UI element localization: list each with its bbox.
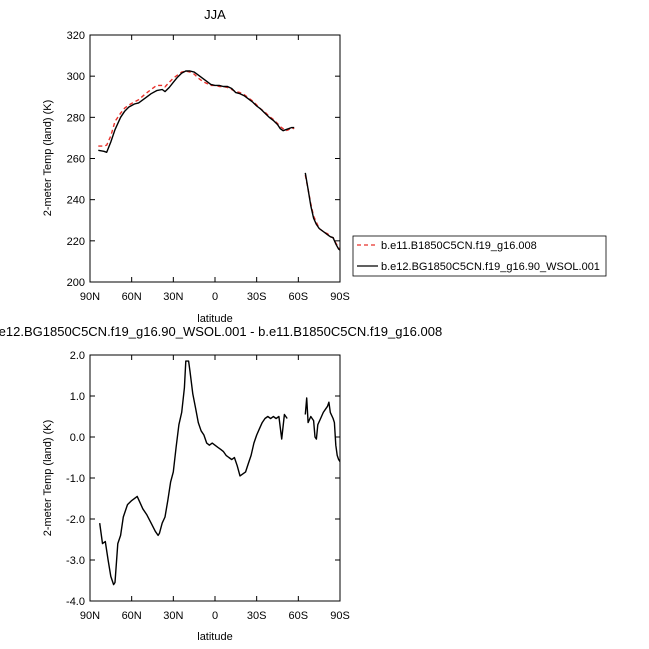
- bottom-chart-title: b.e12.BG1850C5CN.f19_g16.90_WSOL.001 - b…: [0, 324, 442, 339]
- top-x-tick-label: 90N: [80, 291, 100, 303]
- bottom-series-1-line: [304, 397, 341, 462]
- legend-label-series-1: b.e11.B1850C5CN.f19_g16.008: [381, 240, 537, 252]
- bottom-y-tick-label: -2.0: [66, 514, 85, 526]
- top-x-tick-label: 60S: [289, 291, 309, 303]
- bottom-y-axis-label: 2-meter Temp (land) (K): [42, 420, 54, 537]
- top-y-tick-label: 220: [67, 236, 85, 248]
- top-y-tick-label: 280: [67, 112, 85, 124]
- top-x-axis-label: latitude: [197, 313, 232, 325]
- top-y-tick-label: 260: [67, 154, 85, 166]
- bottom-ticks: 90N 60N 30N 0 30S 60S 90S -4.0 -3.0 -2.0 -1.0 0.0 1.…: [66, 350, 350, 622]
- bottom-y-tick-label: -4.0: [66, 596, 85, 608]
- top-series-2-line: [304, 172, 341, 251]
- bottom-y-tick-label: 2.0: [70, 350, 85, 362]
- bottom-panel: b.e12.BG1850C5CN.f19_g16.90_WSOL.001 - b…: [0, 324, 442, 643]
- top-series-2-line: [98, 70, 295, 154]
- bottom-x-tick-label: 60S: [289, 610, 309, 622]
- legend: b.e11.B1850C5CN.f19_g16.008 b.e12.BG1850…: [352, 235, 607, 277]
- top-y-tick-label: 300: [67, 71, 85, 83]
- top-y-tick-label: 320: [67, 30, 85, 42]
- top-series-1-line: [304, 174, 341, 250]
- bottom-y-tick-label: -3.0: [66, 555, 85, 567]
- legend-box: [352, 235, 607, 277]
- top-y-tick-label: 200: [67, 277, 85, 289]
- bottom-x-tick-label: 30S: [247, 610, 267, 622]
- bottom-x-tick-label: 30N: [163, 610, 183, 622]
- bottom-y-tick-label: -1.0: [66, 473, 85, 485]
- top-y-tick-label: 240: [67, 195, 85, 207]
- bottom-x-axis-label: latitude: [197, 631, 232, 643]
- top-x-tick-label: 30N: [163, 291, 183, 303]
- top-panel: JJA 2-meter Temp (land) (K) latitude 90N…: [42, 7, 350, 325]
- top-y-axis-label: 2-meter Temp (land) (K): [42, 100, 54, 217]
- top-x-tick-label: 30S: [247, 291, 267, 303]
- legend-label-series-2: b.e12.BG1850C5CN.f19_g16.90_WSOL.001: [381, 261, 600, 273]
- top-x-tick-label: 60N: [122, 291, 142, 303]
- top-x-tick-label: 0: [212, 291, 218, 303]
- bottom-y-tick-label: 0.0: [70, 432, 85, 444]
- bottom-series: [99, 360, 341, 586]
- bottom-plot-frame: [89, 354, 341, 602]
- top-plot-frame: [89, 34, 341, 283]
- bottom-x-tick-label: 90S: [330, 610, 350, 622]
- bottom-x-tick-label: 60N: [122, 610, 142, 622]
- top-series: [98, 70, 341, 251]
- bottom-series-1-line: [99, 360, 288, 586]
- bottom-x-tick-label: 0: [212, 610, 218, 622]
- bottom-y-tick-label: 1.0: [70, 391, 85, 403]
- top-series-1-line: [98, 70, 295, 147]
- top-ticks: 90N 60N 30N 0 30S 60S 90S 200 220 240 260 280 300 320: [67, 30, 350, 303]
- bottom-x-tick-label: 90N: [80, 610, 100, 622]
- top-x-tick-label: 90S: [330, 291, 350, 303]
- top-chart-title: JJA: [204, 7, 226, 22]
